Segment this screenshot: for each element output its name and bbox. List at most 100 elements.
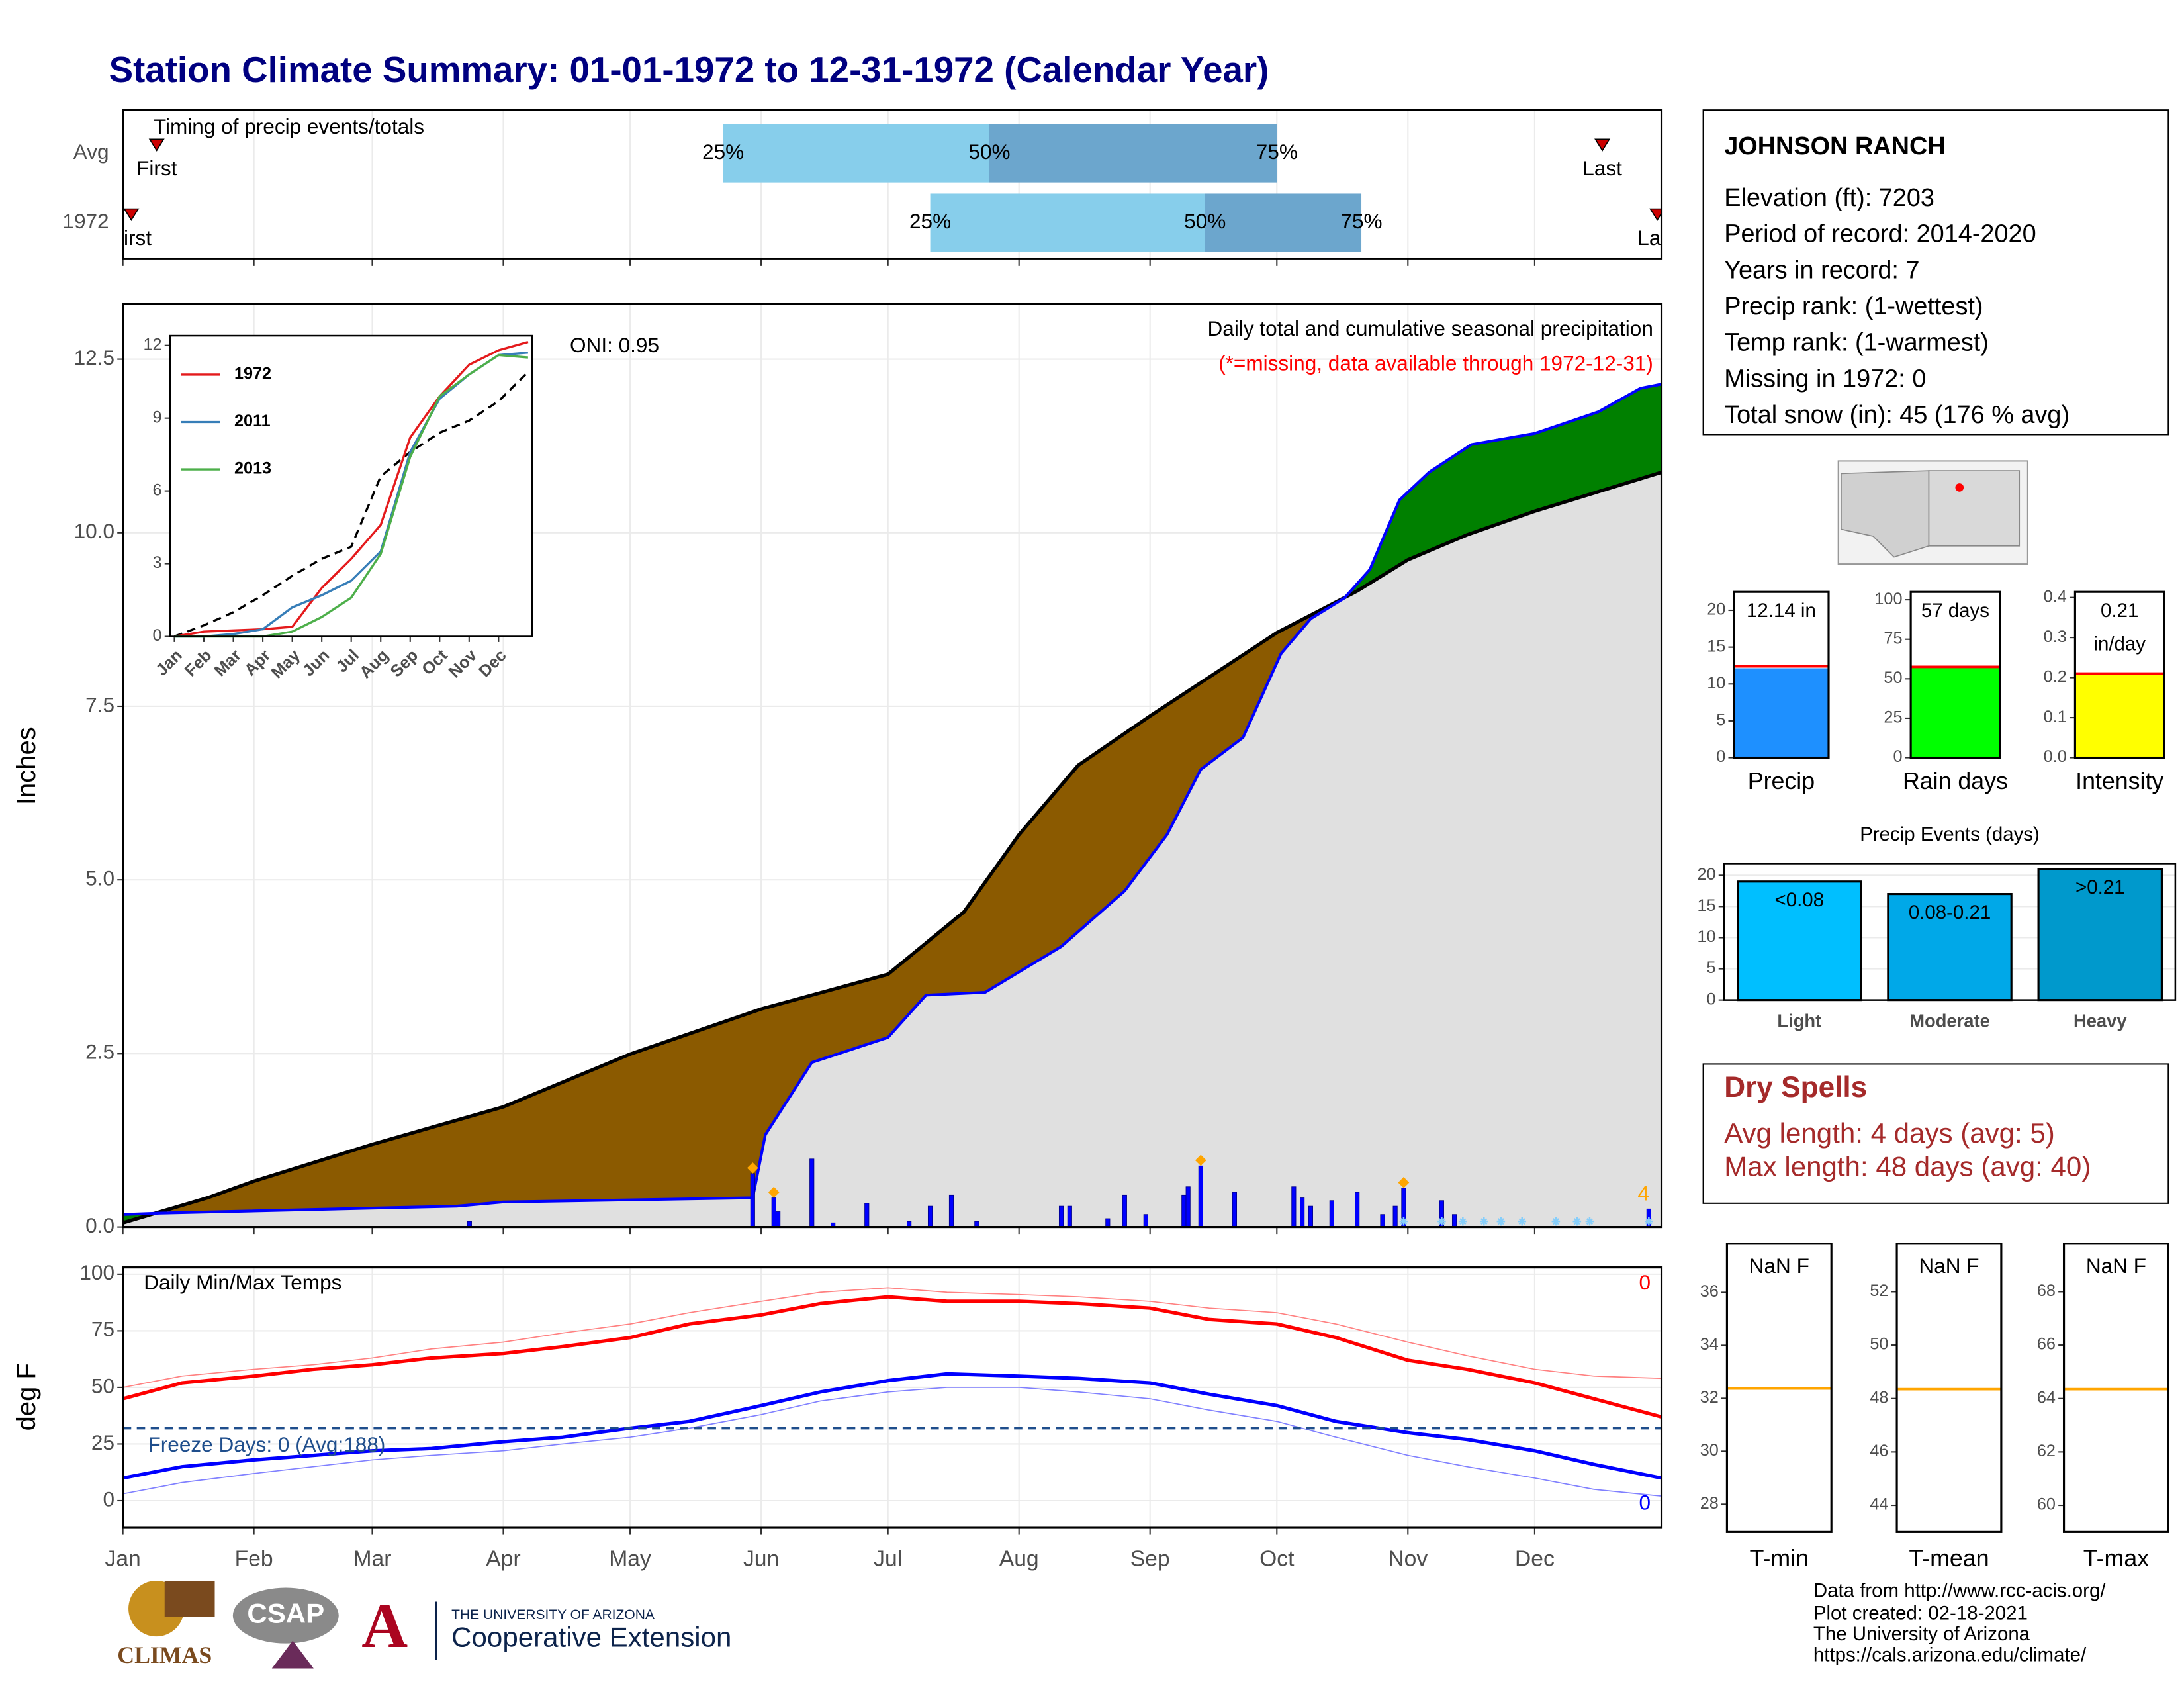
category-label: T-mean	[1909, 1545, 1989, 1571]
snow-marker	[1479, 1217, 1488, 1226]
y-tick-label: 6	[153, 481, 162, 499]
daily-bar	[1308, 1205, 1313, 1228]
y-tick-label: 12	[143, 335, 161, 353]
daily-bar	[1300, 1197, 1305, 1228]
inset-frame	[169, 334, 533, 637]
daily-bar	[750, 1173, 755, 1228]
x-tick-label: Feb	[235, 1546, 273, 1571]
y-tick-label: 15	[1697, 896, 1715, 915]
daily-bar	[1198, 1165, 1203, 1228]
summary-bar	[1733, 668, 1829, 758]
daily-bar	[1232, 1192, 1238, 1228]
flag-marker	[768, 1186, 780, 1198]
panel-title: Daily total and cumulative seasonal prec…	[1208, 316, 1653, 340]
count-label: 0	[1639, 1270, 1651, 1294]
event-label: Last	[1637, 226, 1677, 250]
legend-label: 2013	[234, 459, 271, 478]
y-tick-label: 68	[2037, 1282, 2056, 1300]
summary-frame	[1895, 1243, 2003, 1533]
event-label: Last	[1582, 156, 1622, 180]
station-line: Temp rank: (1-warmest)	[1724, 329, 1989, 357]
csap-mountain	[271, 1640, 314, 1669]
csap-logo-text: CSAP	[247, 1598, 324, 1629]
daily-bar	[1329, 1200, 1334, 1228]
station-line: Precip rank: (1-wettest)	[1724, 293, 1983, 320]
value-label-box: 0.21 in/day	[2093, 599, 2146, 655]
panel-frame	[122, 303, 1663, 1229]
bar-label: >0.21	[2075, 876, 2125, 898]
category-label: T-min	[1750, 1545, 1809, 1571]
value-label-box: 57 days	[1921, 599, 1989, 622]
locator-map	[1837, 460, 2028, 565]
annotation: ONI: 0.95	[570, 333, 659, 357]
y-tick-label: 10	[1697, 927, 1715, 946]
daily-bar	[1181, 1194, 1187, 1228]
x-tick-label: Jul	[874, 1546, 902, 1571]
category-label: Precip	[1748, 768, 1815, 794]
csap-cloud	[232, 1587, 339, 1644]
summary-bar	[2075, 673, 2165, 758]
station-line: Years in record: 7	[1724, 256, 1919, 284]
average-line	[122, 471, 1662, 1225]
y-tick-label: 25	[91, 1430, 114, 1454]
y-tick-label: 7.5	[85, 692, 114, 716]
quartile-bar	[1205, 193, 1362, 252]
snow-marker	[1585, 1217, 1594, 1226]
flag-marker	[1195, 1154, 1206, 1166]
y-tick-label: 52	[1870, 1282, 1888, 1300]
value-label: 12.14 in	[1747, 598, 1816, 622]
y-tick-label: 0.0	[2044, 747, 2067, 766]
climas-icon	[164, 1580, 215, 1617]
daily-bar	[1392, 1205, 1398, 1228]
footer-line: The University of Arizona	[1813, 1623, 2030, 1645]
footer-line: Data from http://www.rcc-acis.org/	[1813, 1580, 2106, 1602]
station-line: Missing in 1972: 0	[1724, 365, 1926, 393]
extension-text: Cooperative Extension	[451, 1621, 731, 1652]
snow-marker	[1399, 1217, 1408, 1226]
y-tick-label: 0	[103, 1487, 114, 1511]
dry-spells-box	[1702, 1063, 2169, 1204]
y-tick-label: 0	[1716, 747, 1725, 766]
temperature-line	[122, 1372, 1662, 1480]
average-line	[173, 371, 529, 638]
snow-marker	[1496, 1217, 1506, 1226]
event-marker	[148, 138, 165, 152]
summary-frame	[1733, 590, 1830, 759]
series-line	[174, 340, 529, 638]
y-tick-label: 0.0	[85, 1213, 114, 1237]
row-label: Avg	[73, 140, 109, 164]
y-tick-label: 50	[91, 1374, 114, 1397]
y-tick-label: 0.3	[2044, 628, 2067, 646]
y-tick-label: 0.4	[2044, 587, 2067, 606]
y-tick-label: 34	[1700, 1335, 1719, 1354]
category-label: T-max	[2083, 1545, 2149, 1571]
panel-title: Precip Events (days)	[1860, 823, 2040, 845]
daily-bar	[1067, 1205, 1072, 1228]
panel-title: Timing of precip events/totals	[154, 115, 424, 138]
summary-frame	[2062, 1243, 2169, 1533]
daily-bar	[1058, 1205, 1064, 1228]
daily-bar	[771, 1197, 776, 1228]
snow-marker	[1518, 1217, 1527, 1226]
climas-logo-text: CLIMAS	[117, 1642, 212, 1668]
snow-marker	[1572, 1217, 1582, 1226]
x-tick-label: Sep	[1130, 1546, 1170, 1571]
y-tick-label: 9	[153, 408, 162, 426]
x-tick-label: May	[609, 1546, 651, 1571]
y-tick-label: 20	[1697, 865, 1715, 884]
snow-marker	[1645, 1217, 1653, 1226]
x-tick-label: Dec	[1515, 1546, 1555, 1571]
event-marker	[123, 208, 140, 222]
university-text: THE UNIVERSITY OF ARIZONA	[451, 1607, 655, 1622]
category-label: Intensity	[2075, 768, 2163, 794]
legend-label: 1972	[234, 365, 271, 383]
bar-label: <0.08	[1775, 889, 1825, 911]
quantile-label: 50%	[1184, 209, 1226, 233]
y-tick-label: 100	[79, 1260, 114, 1284]
page-title: Station Climate Summary: 01-01-1972 to 1…	[109, 49, 1269, 90]
summary-panel	[1897, 1243, 2001, 1532]
temperature-line	[122, 1387, 1662, 1497]
surplus-area	[122, 384, 1662, 1223]
